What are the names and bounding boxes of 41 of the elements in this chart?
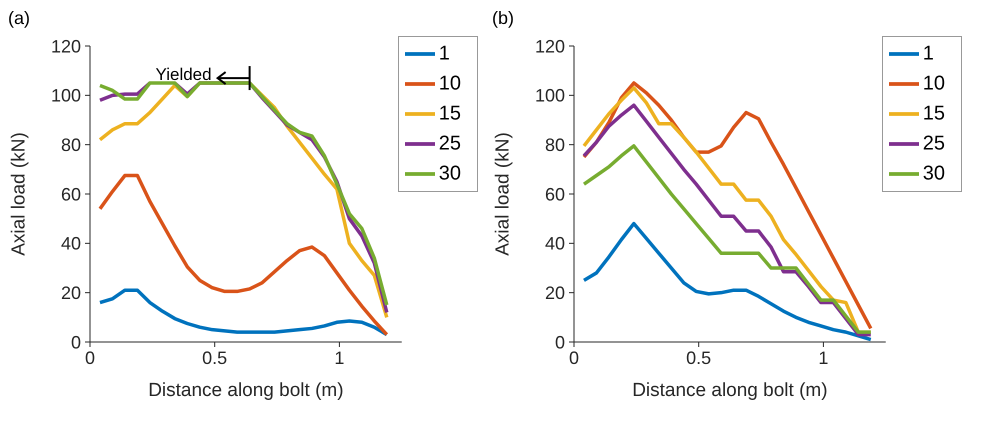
y-tick-label: 60 [544,184,565,204]
legend-label: 30 [438,162,461,184]
y-tick-label: 120 [534,36,565,56]
y-tick-label: 20 [60,283,81,304]
y-tick-label: 20 [544,283,565,304]
y-tick-label: 100 [534,86,565,106]
legend-label: 10 [438,72,461,94]
x-tick-label: 1 [334,348,344,368]
y-axis-title: Axial load (kN) [8,132,30,256]
y-axis-title: Axial load (kN) [492,132,514,256]
legend-label: 1 [438,42,450,64]
y-tick-label: 0 [554,332,565,352]
legend-label: 15 [438,102,461,124]
y-tick-label: 40 [60,234,81,254]
x-tick-label: 0 [84,348,96,368]
legend-label: 1 [922,42,934,64]
chart-title: (b) [492,8,514,29]
y-tick-label: 80 [60,135,81,156]
line-series [582,144,873,334]
y-tick-label: 120 [50,36,81,56]
annotation: Yielded [156,65,212,84]
legend-label: 30 [922,162,945,184]
y-tick-label: 80 [544,135,565,156]
legend-label: 25 [922,132,945,154]
legend-label: 10 [922,72,945,94]
chart-title: (a) [8,8,30,29]
x-tick-label: 1 [818,348,828,368]
y-tick-label: 40 [544,234,565,254]
line-series [98,174,389,336]
y-tick-label: 60 [60,184,81,204]
line-series [582,222,873,342]
y-tick-label: 100 [50,86,81,106]
x-axis-title: Distance along bolt (m) [148,380,344,401]
y-tick-label: 0 [70,332,81,352]
legend-label: 25 [438,132,461,154]
line-series [98,288,389,336]
legend-label: 15 [922,102,945,124]
x-axis-title: Distance along bolt (m) [632,380,828,401]
x-tick-label: 0 [568,348,580,368]
x-tick-label: 0.5 [686,348,712,368]
x-tick-label: 0.5 [202,348,228,368]
